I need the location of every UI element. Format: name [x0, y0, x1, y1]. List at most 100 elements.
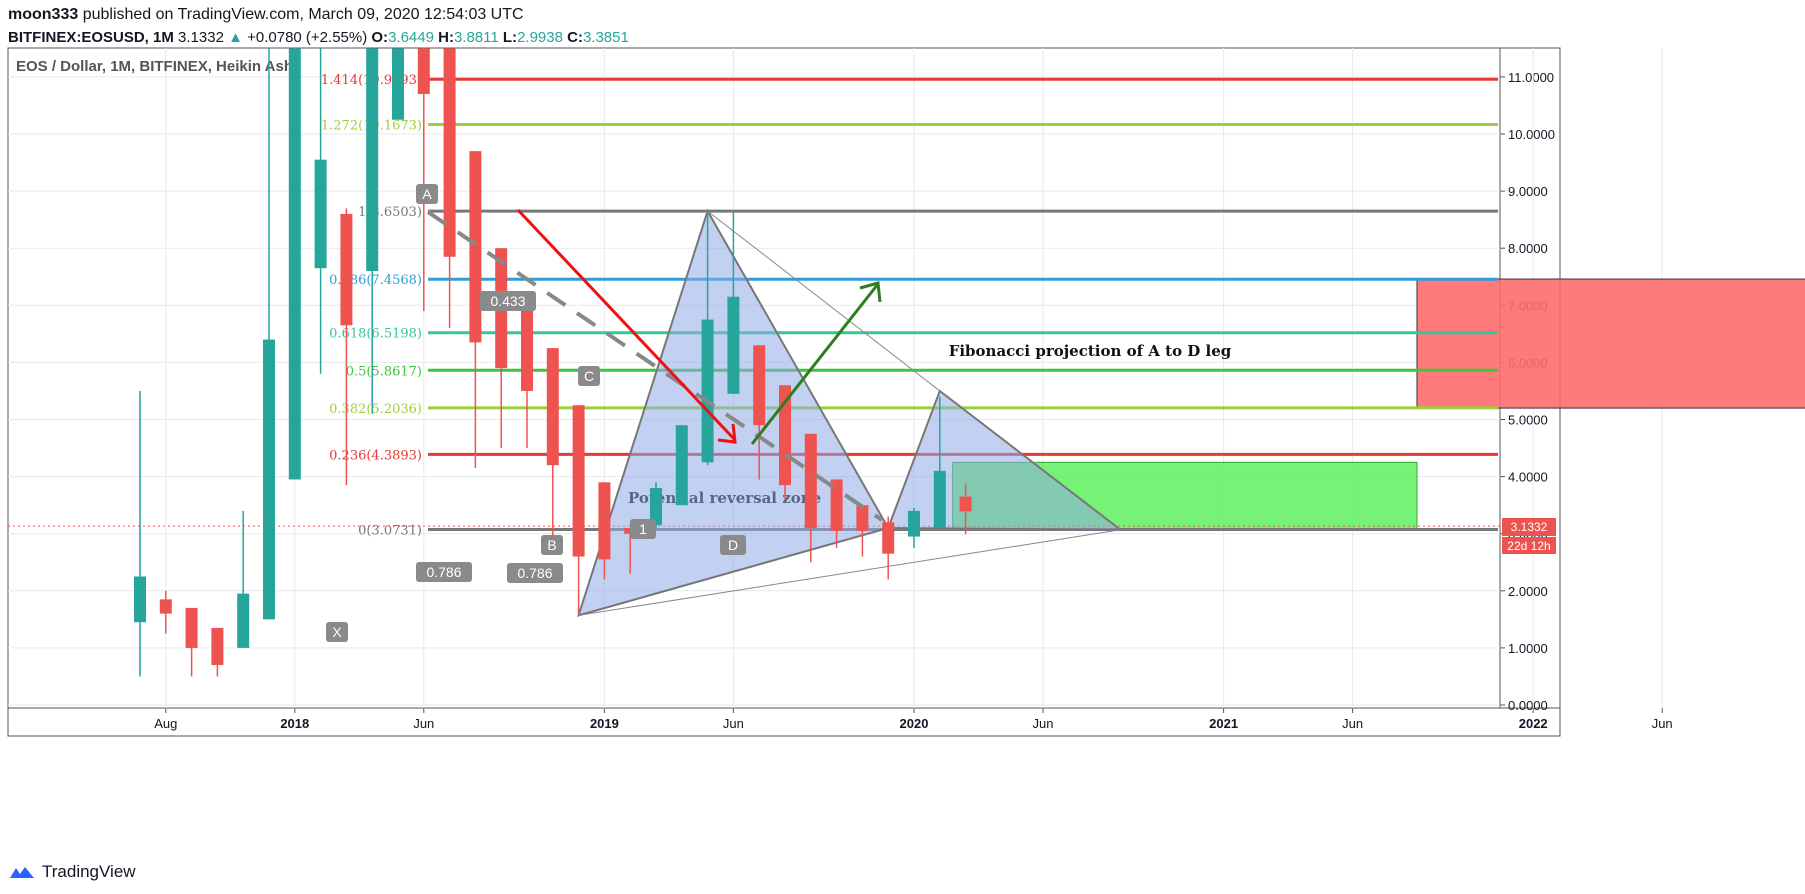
point-c-label: C [584, 368, 594, 384]
author-name[interactable]: moon333 [8, 6, 79, 23]
x-tick-label: Aug [154, 716, 177, 731]
candle-body [701, 319, 714, 463]
candle-body [804, 433, 817, 528]
x-tick-label: 2018 [280, 716, 309, 731]
point-x-label: X [332, 624, 342, 640]
dashed-trend-line [426, 210, 884, 522]
x-tick-label: 2019 [590, 716, 619, 731]
y-tick-label: 9.0000 [1508, 184, 1548, 199]
open-value: 3.6449 [388, 29, 434, 46]
candle-body [443, 48, 456, 257]
ratio-xb-label-box [416, 562, 472, 582]
point-c-label-box [578, 366, 600, 386]
y-tick-label: 10.0000 [1508, 127, 1555, 142]
x-tick-label: Jun [723, 716, 744, 731]
candle-body [650, 488, 662, 526]
close-value: 3.3851 [582, 29, 629, 46]
price-change: +0.0780 (+2.55%) [247, 29, 368, 46]
tradingview-brand[interactable]: TradingView [42, 862, 136, 881]
candle-body [959, 496, 972, 512]
fib-level-label: 0.382(5.2036) [329, 402, 422, 417]
last-price: 3.1332 [178, 29, 224, 46]
candle-body [288, 48, 301, 480]
y-tick-label: 8.0000 [1508, 241, 1548, 256]
candle-body [314, 159, 327, 269]
bearish-arrow [516, 208, 737, 442]
close-label: C: [567, 29, 583, 46]
change-up-icon: ▲ [228, 29, 243, 46]
high-value: 3.8811 [453, 29, 499, 46]
y-tick-label: 2.0000 [1508, 584, 1548, 599]
candle-body [134, 576, 146, 623]
current-price-tag: 3.1332 [1511, 520, 1548, 534]
y-tick-label: 4.0000 [1508, 470, 1548, 485]
point-b-label-box [541, 535, 563, 555]
candle-body [211, 627, 224, 666]
candle-body [546, 348, 559, 466]
candle-body [263, 339, 275, 620]
fib-level-label: 0.5(5.8617) [346, 364, 422, 379]
candle-body [340, 213, 353, 326]
candle-body [675, 425, 688, 506]
high-label: H: [438, 29, 454, 46]
bearish-arrowhead [717, 423, 737, 444]
x-tick-label: Jun [1033, 716, 1054, 731]
tradingview-footer: TradingView [8, 862, 136, 882]
candle-body [908, 510, 920, 537]
time-axis-frame [7, 707, 1561, 737]
x-tick-label: Jun [1342, 716, 1363, 731]
bullish-arrowhead [859, 281, 882, 303]
tradingview-logo-icon [10, 867, 34, 878]
x-tick-label: Jun [1652, 716, 1673, 731]
point-b-label: B [547, 537, 556, 553]
ratio-ac-label-box [480, 291, 536, 311]
candle-body [727, 296, 740, 394]
candle-body [830, 479, 843, 531]
point-a-label: A [422, 186, 432, 202]
fib-level-label: 0(3.0731) [358, 524, 422, 539]
candle-body [469, 151, 482, 343]
point-a-label-box [416, 184, 438, 204]
y-tick-label: 5.0000 [1508, 413, 1548, 428]
candle-body [779, 385, 791, 486]
x-tick-label: 2022 [1519, 716, 1548, 731]
ratio-cd-label: 1 [639, 521, 647, 537]
low-value: 2.9938 [517, 29, 563, 46]
ratio-ac-label: 0.433 [490, 293, 525, 309]
low-label: L: [502, 29, 518, 46]
candle-body [598, 482, 611, 560]
symbol-info: BITFINEX:EOSUSD, 1M 3.1332 ▲ +0.0780 (+2… [8, 29, 629, 46]
symbol-label: BITFINEX:EOSUSD, 1M [8, 29, 174, 46]
candle-body [882, 522, 895, 554]
candle-body [417, 48, 430, 95]
countdown-tag: 22d 12h [1507, 539, 1550, 553]
bcd-triangle [886, 389, 1124, 531]
candle-body [753, 345, 766, 426]
ratio-bd-label: 0.786 [517, 565, 552, 581]
candle-body [159, 599, 172, 614]
point-d-label-box [720, 535, 746, 555]
chart-title: EOS / Dollar, 1M, BITFINEX, Heikin Ashi [16, 58, 297, 75]
fib-level-label: 0.618(6.5198) [329, 327, 422, 342]
countdown-badge [1502, 537, 1556, 554]
fib-level-label: 0.236(4.3893) [329, 448, 422, 463]
candle-body [521, 308, 533, 391]
candle-body [933, 470, 946, 528]
y-tick-label: 11.0000 [1508, 70, 1554, 85]
open-label: O: [371, 29, 389, 46]
point-d-label: D [728, 537, 738, 553]
ratio-xb-label: 0.786 [426, 564, 461, 580]
y-tick-label: 0.0000 [1508, 698, 1548, 713]
current-price-badge [1502, 518, 1556, 536]
xd-connector [578, 529, 1121, 616]
bullish-arrow [750, 283, 880, 445]
candle-body [237, 593, 250, 648]
x-tick-label: 2021 [1209, 716, 1238, 731]
ratio-cd-label-box [630, 519, 656, 539]
publish-info: moon333 published on TradingView.com, Ma… [8, 6, 524, 24]
point-x-label-box [326, 622, 348, 642]
candle-body [185, 607, 198, 648]
published-text: published on TradingView.com, March 09, … [82, 6, 524, 23]
candle-body [856, 505, 869, 531]
